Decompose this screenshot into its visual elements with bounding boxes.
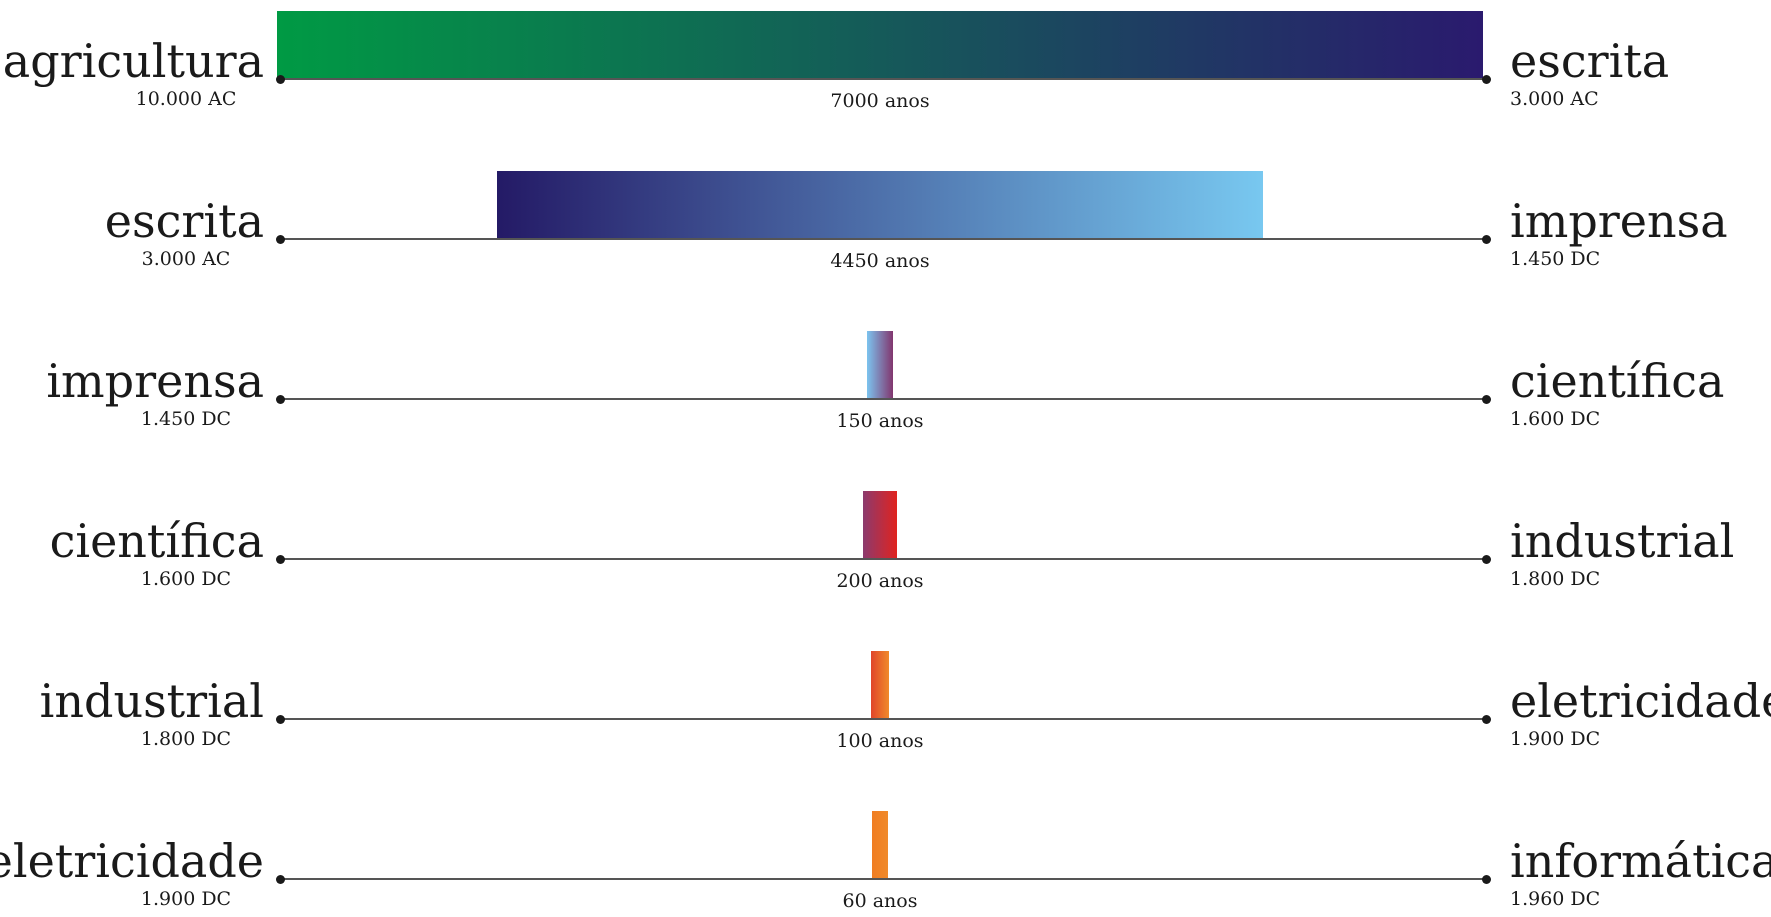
duration-label: 7000 anos: [830, 90, 930, 112]
start-date-label: 1.600 DC: [140, 568, 232, 590]
start-dot: [276, 715, 285, 724]
start-date-label: 1.800 DC: [140, 728, 232, 750]
start-date-label: 3.000 AC: [141, 248, 231, 270]
end-date-label: 1.960 DC: [1510, 888, 1601, 910]
end-date-label: 1.450 DC: [1510, 248, 1601, 270]
end-dot: [1482, 875, 1491, 884]
start-dot: [276, 395, 285, 404]
duration-bar: [277, 11, 1483, 79]
start-dot: [276, 875, 285, 884]
start-date-label: 1.900 DC: [140, 888, 232, 910]
duration-bar: [496, 171, 1264, 239]
end-era-label: informática: [1510, 834, 1771, 888]
start-date-label: 10.000 AC: [135, 88, 237, 110]
timeline-axis-line: [280, 558, 1486, 560]
end-era-label: escrita: [1510, 34, 1670, 88]
end-era-label: imprensa: [1510, 194, 1728, 248]
start-era-label: industrial: [39, 674, 264, 728]
end-era-label: eletricidade: [1510, 674, 1771, 728]
end-dot: [1482, 715, 1491, 724]
end-dot: [1482, 235, 1491, 244]
duration-label: 4450 anos: [830, 250, 930, 272]
duration-label: 60 anos: [842, 890, 918, 912]
end-era-label: científica: [1510, 354, 1725, 408]
end-date-label: 1.600 DC: [1510, 408, 1601, 430]
duration-bar: [871, 651, 889, 719]
duration-bar: [862, 491, 898, 559]
start-dot: [276, 555, 285, 564]
timeline-axis-line: [280, 398, 1486, 400]
timeline-axis-line: [280, 718, 1486, 720]
start-era-label: imprensa: [46, 354, 264, 408]
end-date-label: 1.900 DC: [1510, 728, 1601, 750]
start-era-label: eletricidade: [0, 834, 264, 888]
end-dot: [1482, 395, 1491, 404]
duration-bar: [867, 331, 893, 399]
start-dot: [276, 75, 285, 84]
timeline-axis-line: [280, 78, 1486, 80]
end-date-label: 3.000 AC: [1510, 88, 1599, 110]
end-dot: [1482, 75, 1491, 84]
timeline-axis-line: [280, 238, 1486, 240]
start-era-label: científica: [49, 514, 264, 568]
end-era-label: industrial: [1510, 514, 1735, 568]
duration-bar: [872, 811, 888, 879]
start-date-label: 1.450 DC: [140, 408, 232, 430]
end-date-label: 1.800 DC: [1510, 568, 1601, 590]
start-dot: [276, 235, 285, 244]
duration-label: 150 anos: [836, 410, 924, 432]
start-era-label: agricultura: [2, 34, 264, 88]
timeline-axis-line: [280, 878, 1486, 880]
start-era-label: escrita: [104, 194, 264, 248]
end-dot: [1482, 555, 1491, 564]
duration-label: 100 anos: [836, 730, 924, 752]
duration-label: 200 anos: [836, 570, 924, 592]
